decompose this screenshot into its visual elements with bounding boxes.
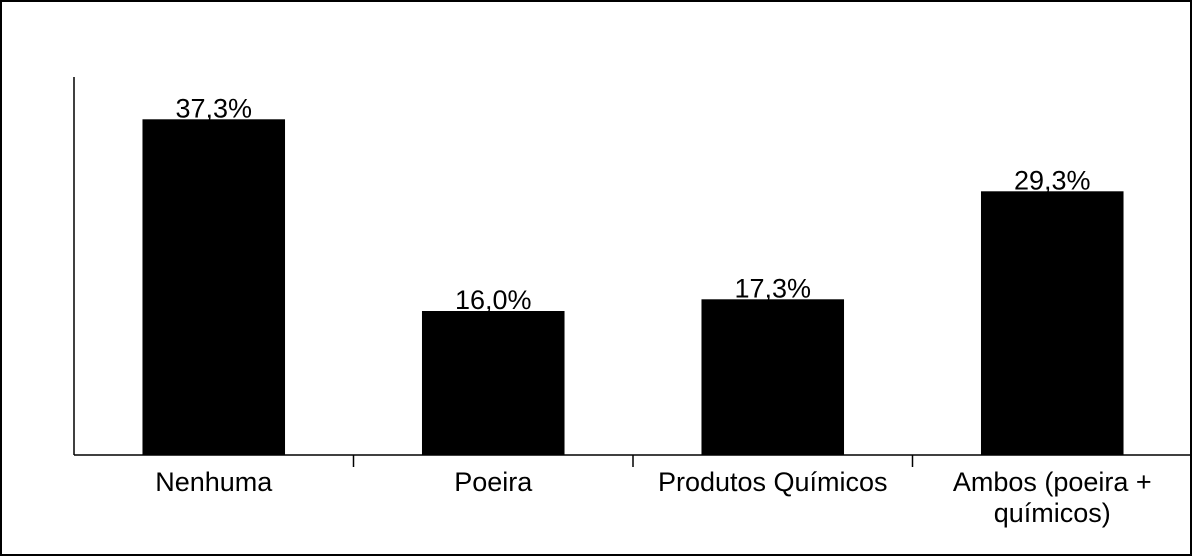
x-tick-label-3: Ambos (poeira + químicos) <box>953 467 1152 528</box>
bars-layer <box>142 119 1124 456</box>
data-label-0: 37,3% <box>175 93 252 123</box>
bar-0 <box>142 119 286 456</box>
bar-2 <box>701 299 845 455</box>
x-ticks-layer: Nenhuma Poeira Produtos Químicos Ambos (poe… <box>155 455 1192 528</box>
x-tick-label-0: Nenhuma <box>155 467 273 497</box>
data-label-2: 17,3% <box>734 273 811 303</box>
bar-1 <box>421 311 565 455</box>
data-label-1: 16,0% <box>455 285 532 315</box>
data-labels-layer: 37,3% 16,0% 17,3% 29,3% <box>175 93 1090 315</box>
x-tick-label-2: Produtos Químicos <box>658 467 888 497</box>
bar-3 <box>980 191 1124 456</box>
data-label-3: 29,3% <box>1014 165 1091 195</box>
x-tick-label-1: Poeira <box>454 467 533 497</box>
